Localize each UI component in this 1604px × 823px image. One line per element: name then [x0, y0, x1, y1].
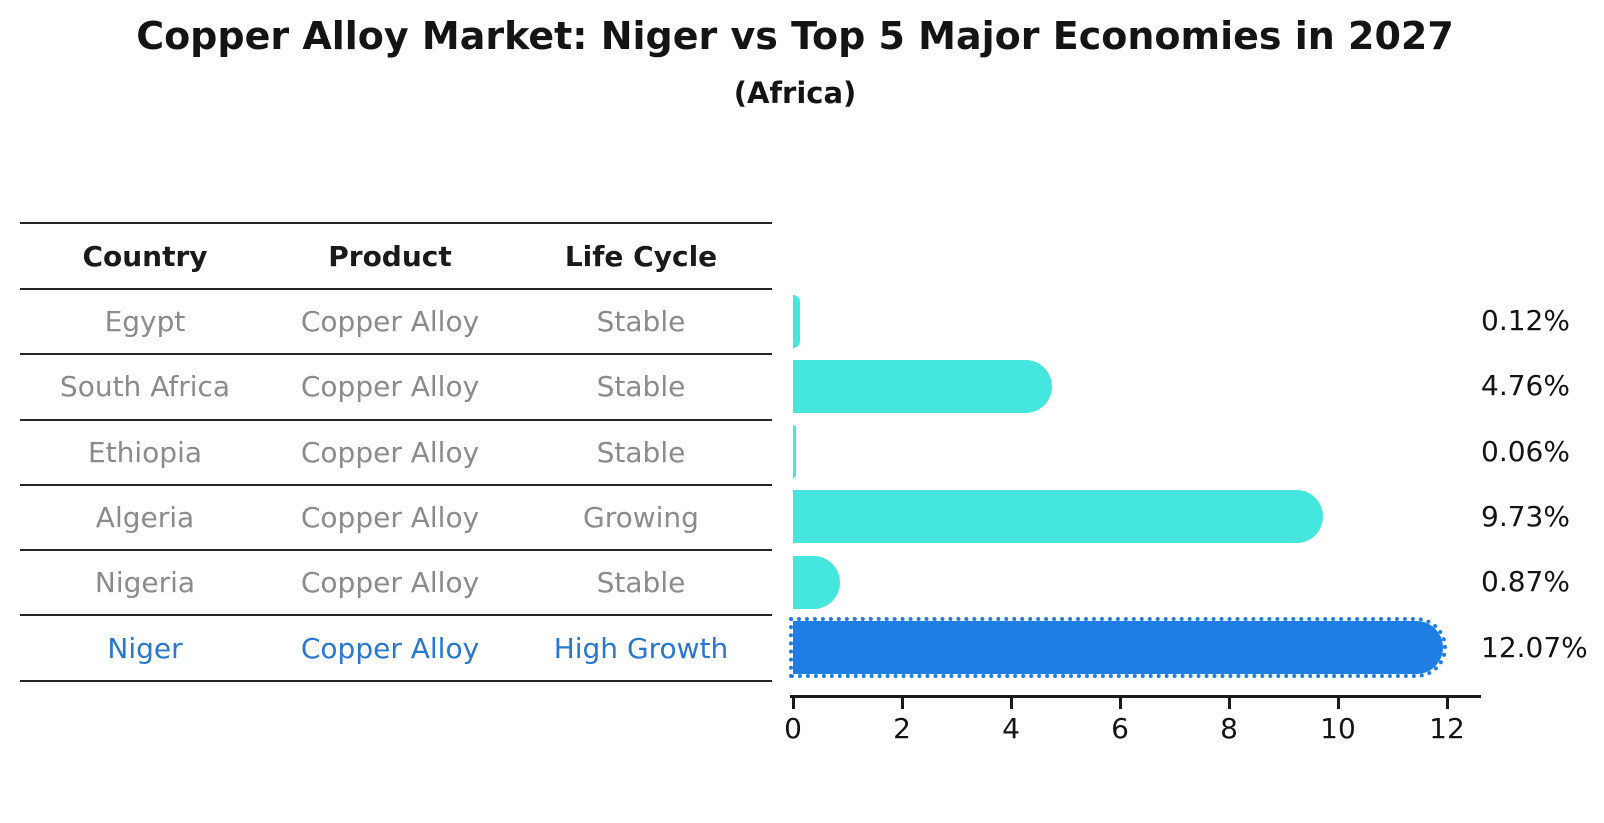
column-header-product: Product [328, 239, 452, 273]
column-header-life-cycle: Life Cycle [564, 239, 718, 273]
cell-country: Egypt [104, 305, 186, 339]
bar-egypt [793, 294, 800, 348]
country-info-table: Country Product Life Cycle Egypt Copper … [20, 222, 772, 682]
cell-life-cycle: Growing [583, 501, 699, 535]
x-tick-mark [1227, 697, 1231, 709]
value-label-ethiopia: 0.06% [1481, 434, 1570, 468]
chart-title: Copper Alloy Market: Niger vs Top 5 Majo… [136, 14, 1454, 58]
cell-product: Copper Alloy [300, 435, 480, 469]
x-tick-label: 12 [1429, 712, 1465, 745]
x-tick-label: 10 [1320, 712, 1356, 745]
bar-south-africa [793, 359, 1053, 413]
cell-product: Copper Alloy [300, 370, 480, 404]
bar-nigeria [793, 555, 841, 609]
cell-product: Copper Alloy [300, 305, 480, 339]
x-tick-mark [1336, 697, 1340, 709]
value-label-south-africa: 4.76% [1481, 369, 1570, 403]
table-body: Egypt Copper Alloy Stable South Africa C… [20, 290, 772, 682]
cell-country: Niger [107, 631, 183, 665]
x-tick-mark [1118, 697, 1122, 709]
cell-life-cycle: Stable [596, 305, 686, 339]
cell-country: Algeria [95, 501, 195, 535]
bar-ethiopia [793, 425, 797, 479]
value-label-nigeria: 0.87% [1481, 565, 1570, 599]
value-label-algeria: 9.73% [1481, 499, 1570, 533]
x-tick-mark [1009, 697, 1013, 709]
x-tick-label: 2 [893, 712, 911, 745]
table-header-row: Country Product Life Cycle [20, 224, 772, 290]
table-row: Niger Copper Alloy High Growth [20, 616, 772, 682]
x-tick-mark [791, 697, 795, 709]
cell-country: South Africa [59, 370, 231, 404]
x-tick-mark [900, 697, 904, 709]
table-row: South Africa Copper Alloy Stable [20, 355, 772, 421]
cell-product: Copper Alloy [300, 566, 480, 600]
cell-life-cycle: High Growth [553, 631, 729, 665]
table-row: Egypt Copper Alloy Stable [20, 290, 772, 356]
value-label-niger: 12.07% [1481, 630, 1588, 664]
column-header-country: Country [82, 239, 208, 273]
x-tick-mark [1445, 697, 1449, 709]
x-axis-line [790, 695, 1481, 698]
cell-country: Nigeria [94, 566, 196, 600]
cell-life-cycle: Stable [596, 435, 686, 469]
x-tick-label: 0 [784, 712, 802, 745]
bar-algeria [793, 490, 1324, 544]
x-tick-label: 6 [1111, 712, 1129, 745]
table-row: Nigeria Copper Alloy Stable [20, 551, 772, 617]
cell-life-cycle: Stable [596, 566, 686, 600]
cell-product: Copper Alloy [300, 501, 480, 535]
bar-niger [789, 617, 1447, 678]
table-row: Algeria Copper Alloy Growing [20, 486, 772, 552]
x-tick-label: 8 [1220, 712, 1238, 745]
value-label-egypt: 0.12% [1481, 304, 1570, 337]
cell-country: Ethiopia [87, 435, 203, 469]
table-row: Ethiopia Copper Alloy Stable [20, 421, 772, 486]
chart-subtitle: (Africa) [733, 76, 857, 110]
x-tick-label: 4 [1002, 712, 1020, 745]
cell-product: Copper Alloy [300, 631, 480, 665]
cell-life-cycle: Stable [596, 370, 686, 404]
